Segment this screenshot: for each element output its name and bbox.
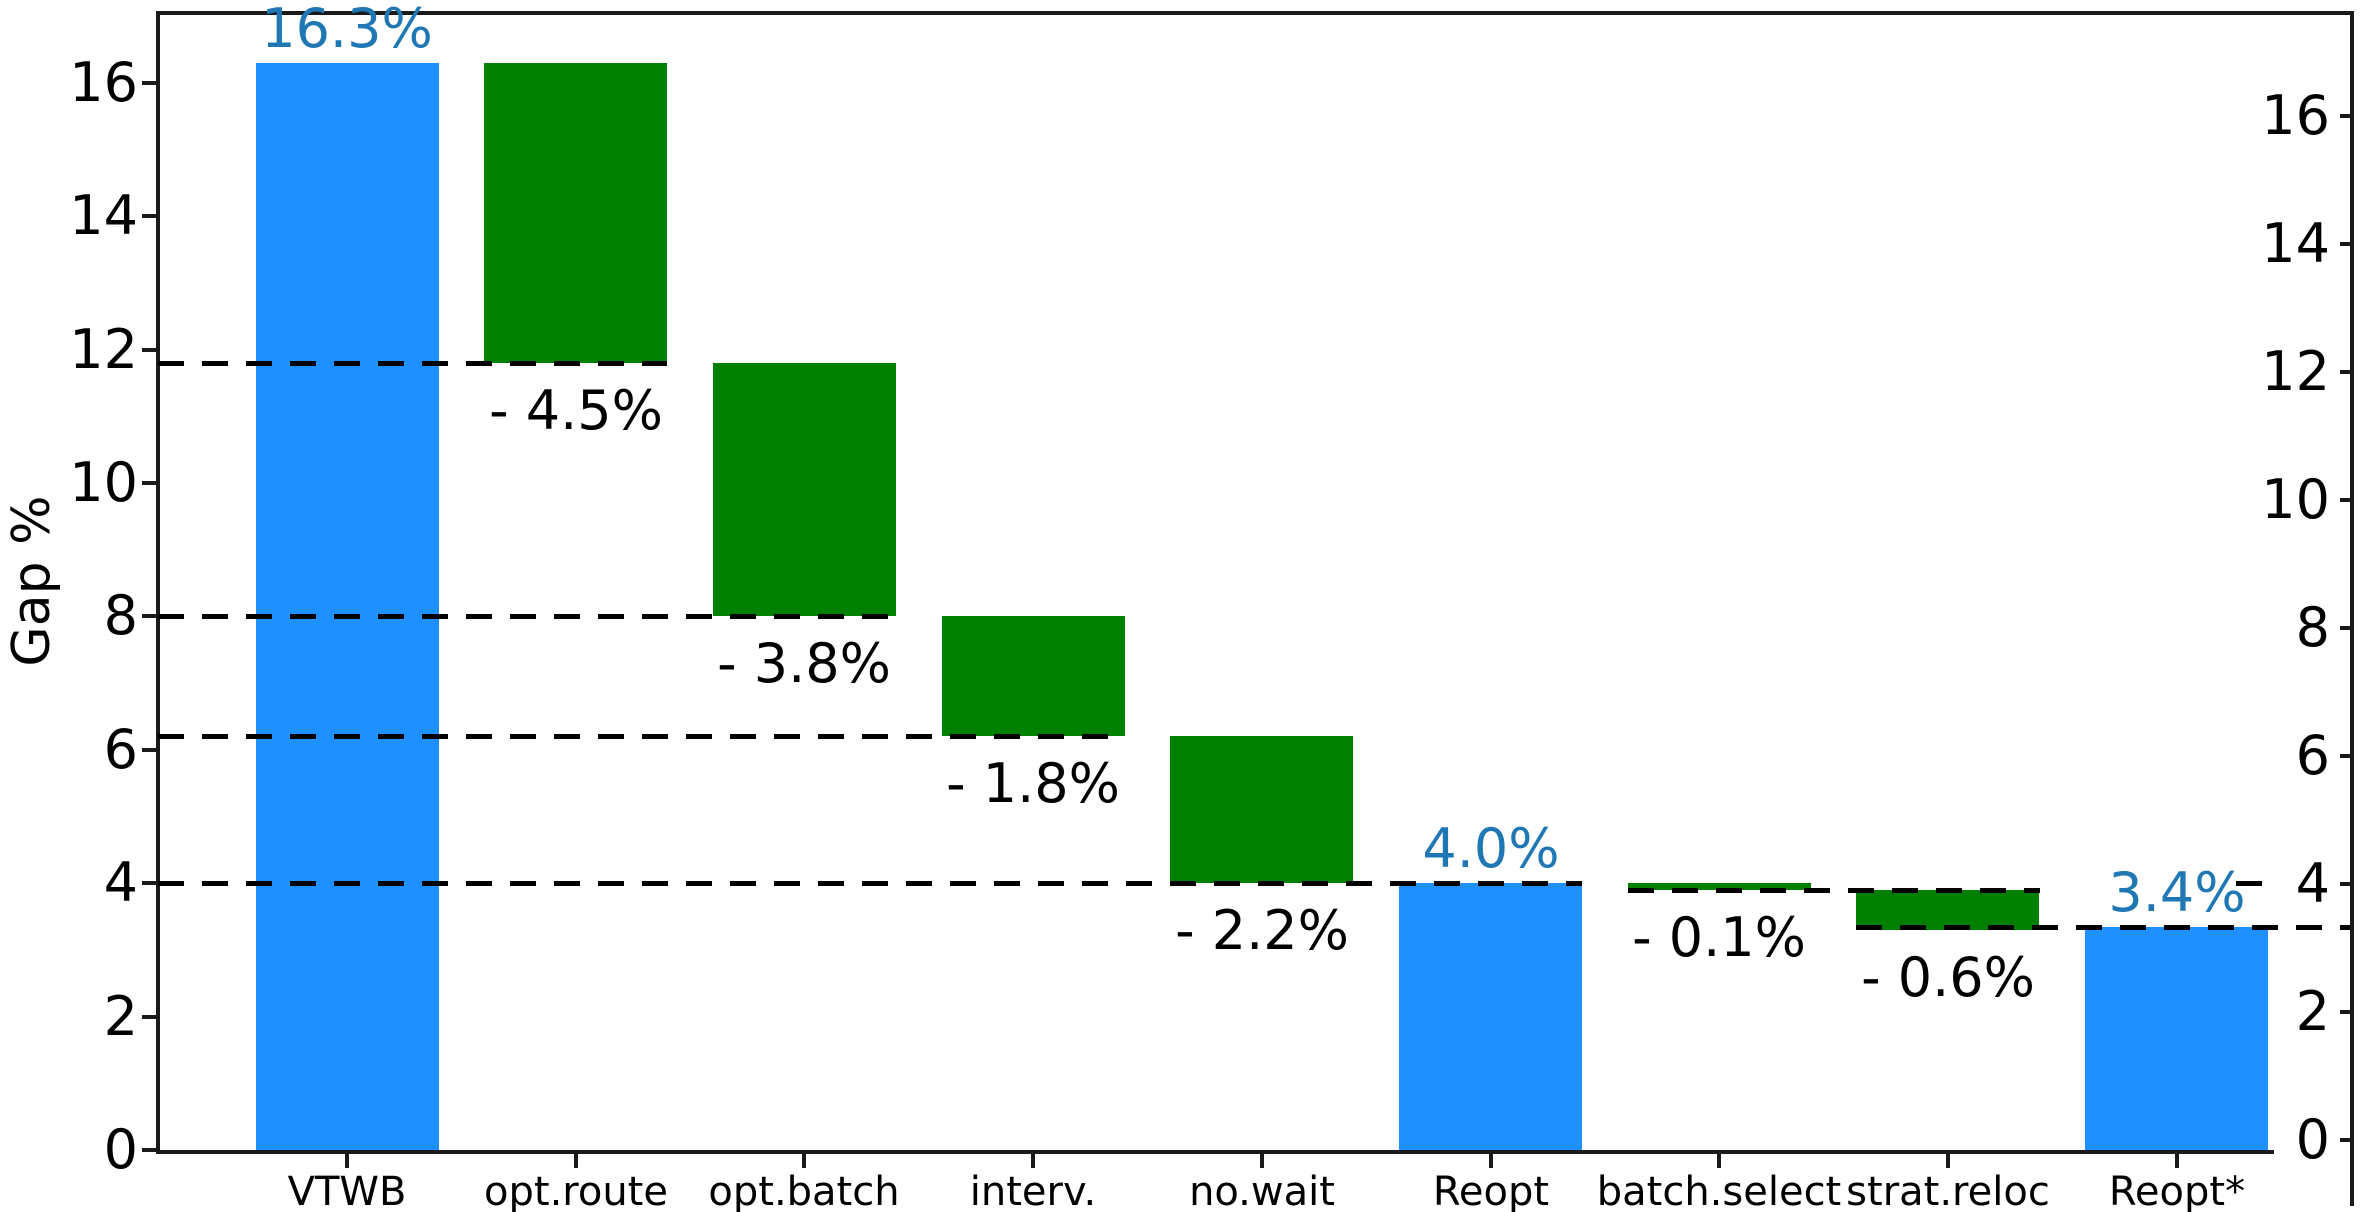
y-tick-right-0 — [2340, 1138, 2354, 1142]
x-tick-reopt — [1489, 1154, 1493, 1168]
y-tick-label-left-8: 8 — [103, 584, 138, 647]
bar-reopt-star — [2085, 927, 2268, 1150]
bar-reopt — [1399, 883, 1582, 1150]
value-label-interv: - 1.8% — [946, 752, 1120, 815]
y-tick-label-right-8: 8 — [2295, 596, 2330, 659]
y-tick-label-right-16: 16 — [2261, 84, 2330, 147]
value-label-no-wait: - 2.2% — [1175, 899, 1349, 962]
y-tick-label-right-2: 2 — [2295, 980, 2330, 1043]
bar-strat-reloc — [1856, 890, 2039, 930]
connector-line-4-level-4 — [2236, 881, 2268, 886]
x-tick-opt-batch — [802, 1154, 806, 1168]
y-tick-label-left-16: 16 — [69, 51, 138, 114]
y-tick-label-right-10: 10 — [2261, 468, 2330, 531]
y-tick-label-right-12: 12 — [2261, 340, 2330, 403]
y-tick-label-left-0: 0 — [103, 1118, 138, 1181]
y-tick-left-10 — [142, 481, 156, 485]
connector-line-5-level-3.9 — [1628, 888, 2040, 893]
value-label-opt-route: - 4.5% — [489, 379, 663, 442]
value-label-strat-reloc: - 0.6% — [1861, 946, 2035, 1009]
y-tick-left-4 — [142, 881, 156, 885]
x-tick-reopt-star — [2175, 1154, 2179, 1168]
axis-top-spine — [156, 11, 2354, 15]
axis-right-spine — [2350, 11, 2354, 1206]
y-tick-label-right-14: 14 — [2261, 212, 2330, 275]
x-tick-label-opt-batch: opt.batch — [708, 1169, 900, 1212]
y-tick-right-10 — [2340, 498, 2354, 502]
x-tick-label-interv: interv. — [969, 1169, 1097, 1212]
y-tick-label-left-10: 10 — [69, 451, 138, 514]
connector-line-6-level-3.35 — [1856, 925, 2350, 930]
axis-bottom-spine — [156, 1150, 2274, 1154]
y-tick-label-left-2: 2 — [103, 985, 138, 1048]
connector-line-2-level-6.2 — [158, 734, 1124, 739]
y-tick-left-2 — [142, 1015, 156, 1019]
x-tick-no-wait — [1260, 1154, 1264, 1168]
x-tick-label-no-wait: no.wait — [1189, 1169, 1335, 1212]
y-tick-right-12 — [2340, 370, 2354, 374]
x-tick-label-reopt-star: Reopt* — [2108, 1169, 2246, 1212]
bar-interv — [942, 616, 1125, 736]
y-tick-label-right-4: 4 — [2295, 852, 2330, 915]
y-tick-label-right-6: 6 — [2295, 724, 2330, 787]
y-tick-right-14 — [2340, 242, 2354, 246]
x-tick-batch-select — [1717, 1154, 1721, 1168]
bar-batch-select — [1628, 883, 1811, 890]
y-tick-label-left-4: 4 — [103, 851, 138, 914]
value-label-opt-batch: - 3.8% — [717, 632, 891, 695]
connector-line-1-level-8 — [158, 614, 896, 619]
y-tick-label-left-6: 6 — [103, 718, 138, 781]
x-tick-vtwb — [345, 1154, 349, 1168]
connector-line-0-level-11.8 — [158, 361, 667, 366]
x-tick-label-vtwb: VTWB — [287, 1169, 407, 1212]
y-tick-right-8 — [2340, 626, 2354, 630]
x-tick-label-batch-select: batch.select — [1596, 1169, 1842, 1212]
y-tick-right-16 — [2340, 114, 2354, 118]
y-tick-right-4 — [2340, 882, 2354, 886]
bar-opt-batch — [713, 363, 896, 616]
bar-opt-route — [484, 63, 667, 363]
x-tick-label-strat-reloc: strat.reloc — [1846, 1169, 2050, 1212]
y-tick-left-16 — [142, 81, 156, 85]
value-label-vtwb: 16.3% — [261, 0, 433, 60]
y-tick-right-2 — [2340, 1010, 2354, 1014]
axis-left-spine — [156, 11, 160, 1154]
bar-no-wait — [1170, 736, 1353, 883]
y-tick-label-left-12: 12 — [69, 318, 138, 381]
y-tick-left-14 — [142, 214, 156, 218]
connector-line-3-level-4 — [158, 881, 1582, 886]
y-tick-left-12 — [142, 348, 156, 352]
value-label-reopt-star: 3.4% — [2108, 861, 2246, 924]
y-tick-label-right-0: 0 — [2295, 1108, 2330, 1171]
bar-vtwb — [256, 63, 439, 1150]
value-label-batch-select: - 0.1% — [1632, 906, 1806, 969]
y-tick-left-8 — [142, 614, 156, 618]
y-tick-right-6 — [2340, 754, 2354, 758]
y-tick-left-6 — [142, 748, 156, 752]
y-tick-left-0 — [142, 1148, 156, 1152]
value-label-reopt: 4.0% — [1422, 817, 1560, 880]
x-tick-label-reopt: Reopt — [1432, 1169, 1550, 1212]
x-tick-interv — [1031, 1154, 1035, 1168]
x-tick-label-opt-route: opt.route — [484, 1169, 668, 1212]
y-tick-label-left-14: 14 — [69, 184, 138, 247]
x-tick-strat-reloc — [1946, 1154, 1950, 1168]
x-tick-opt-route — [574, 1154, 578, 1168]
